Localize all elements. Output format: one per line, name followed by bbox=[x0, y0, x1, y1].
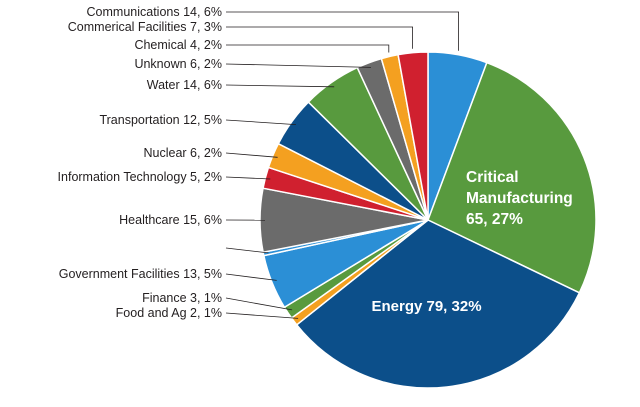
slice-label-water: Water 14, 6% bbox=[147, 78, 222, 92]
slice-label-transportation: Transportation 12, 5% bbox=[99, 113, 222, 127]
slice-label-healthcare: Healthcare 15, 6% bbox=[119, 213, 222, 227]
slice-critical bbox=[427, 61, 597, 294]
pie-slices bbox=[259, 51, 597, 389]
leader-commerical bbox=[226, 26, 413, 49]
leader-food bbox=[225, 312, 299, 319]
slice-energy bbox=[295, 219, 581, 389]
leader-communications bbox=[226, 11, 459, 51]
slice-labels: Communications 14, 6% Critical Manufacturi… bbox=[58, 5, 573, 320]
leader-information bbox=[225, 176, 271, 180]
slice-commerical bbox=[397, 51, 429, 221]
slice-label-finance: Finance 3, 1% bbox=[142, 291, 222, 305]
slice-label-communications: Communications 14, 6% bbox=[87, 5, 222, 19]
slice-label-energy: Energy 79, 32% bbox=[371, 298, 481, 315]
slice-label-government: Government Facilities 13, 5% bbox=[59, 267, 222, 281]
leader-unknown bbox=[225, 63, 371, 68]
leader-transportation bbox=[225, 119, 296, 125]
leader-lines bbox=[225, 11, 459, 319]
slice-label-chemical: Chemical 4, 2% bbox=[134, 38, 222, 52]
slice-label-nuclear: Nuclear 6, 2% bbox=[143, 146, 222, 160]
slice-label-critical: Critical Manufacturing 65, 27% bbox=[466, 169, 573, 228]
leader-water bbox=[225, 84, 335, 88]
slice-label-commerical: Commerical Facilities 7, 3% bbox=[68, 20, 222, 34]
slice-label-information: Information Technology 5, 2% bbox=[58, 170, 222, 184]
slice-label-unknown: Unknown 6, 2% bbox=[134, 57, 222, 71]
leader-chemical bbox=[226, 44, 390, 53]
slice-label-food: Food and Ag 2, 1% bbox=[116, 306, 222, 320]
leader-unlabeled bbox=[225, 247, 269, 254]
leader-finance bbox=[225, 297, 293, 311]
leader-government bbox=[225, 273, 277, 281]
leader-nuclear bbox=[225, 152, 278, 158]
